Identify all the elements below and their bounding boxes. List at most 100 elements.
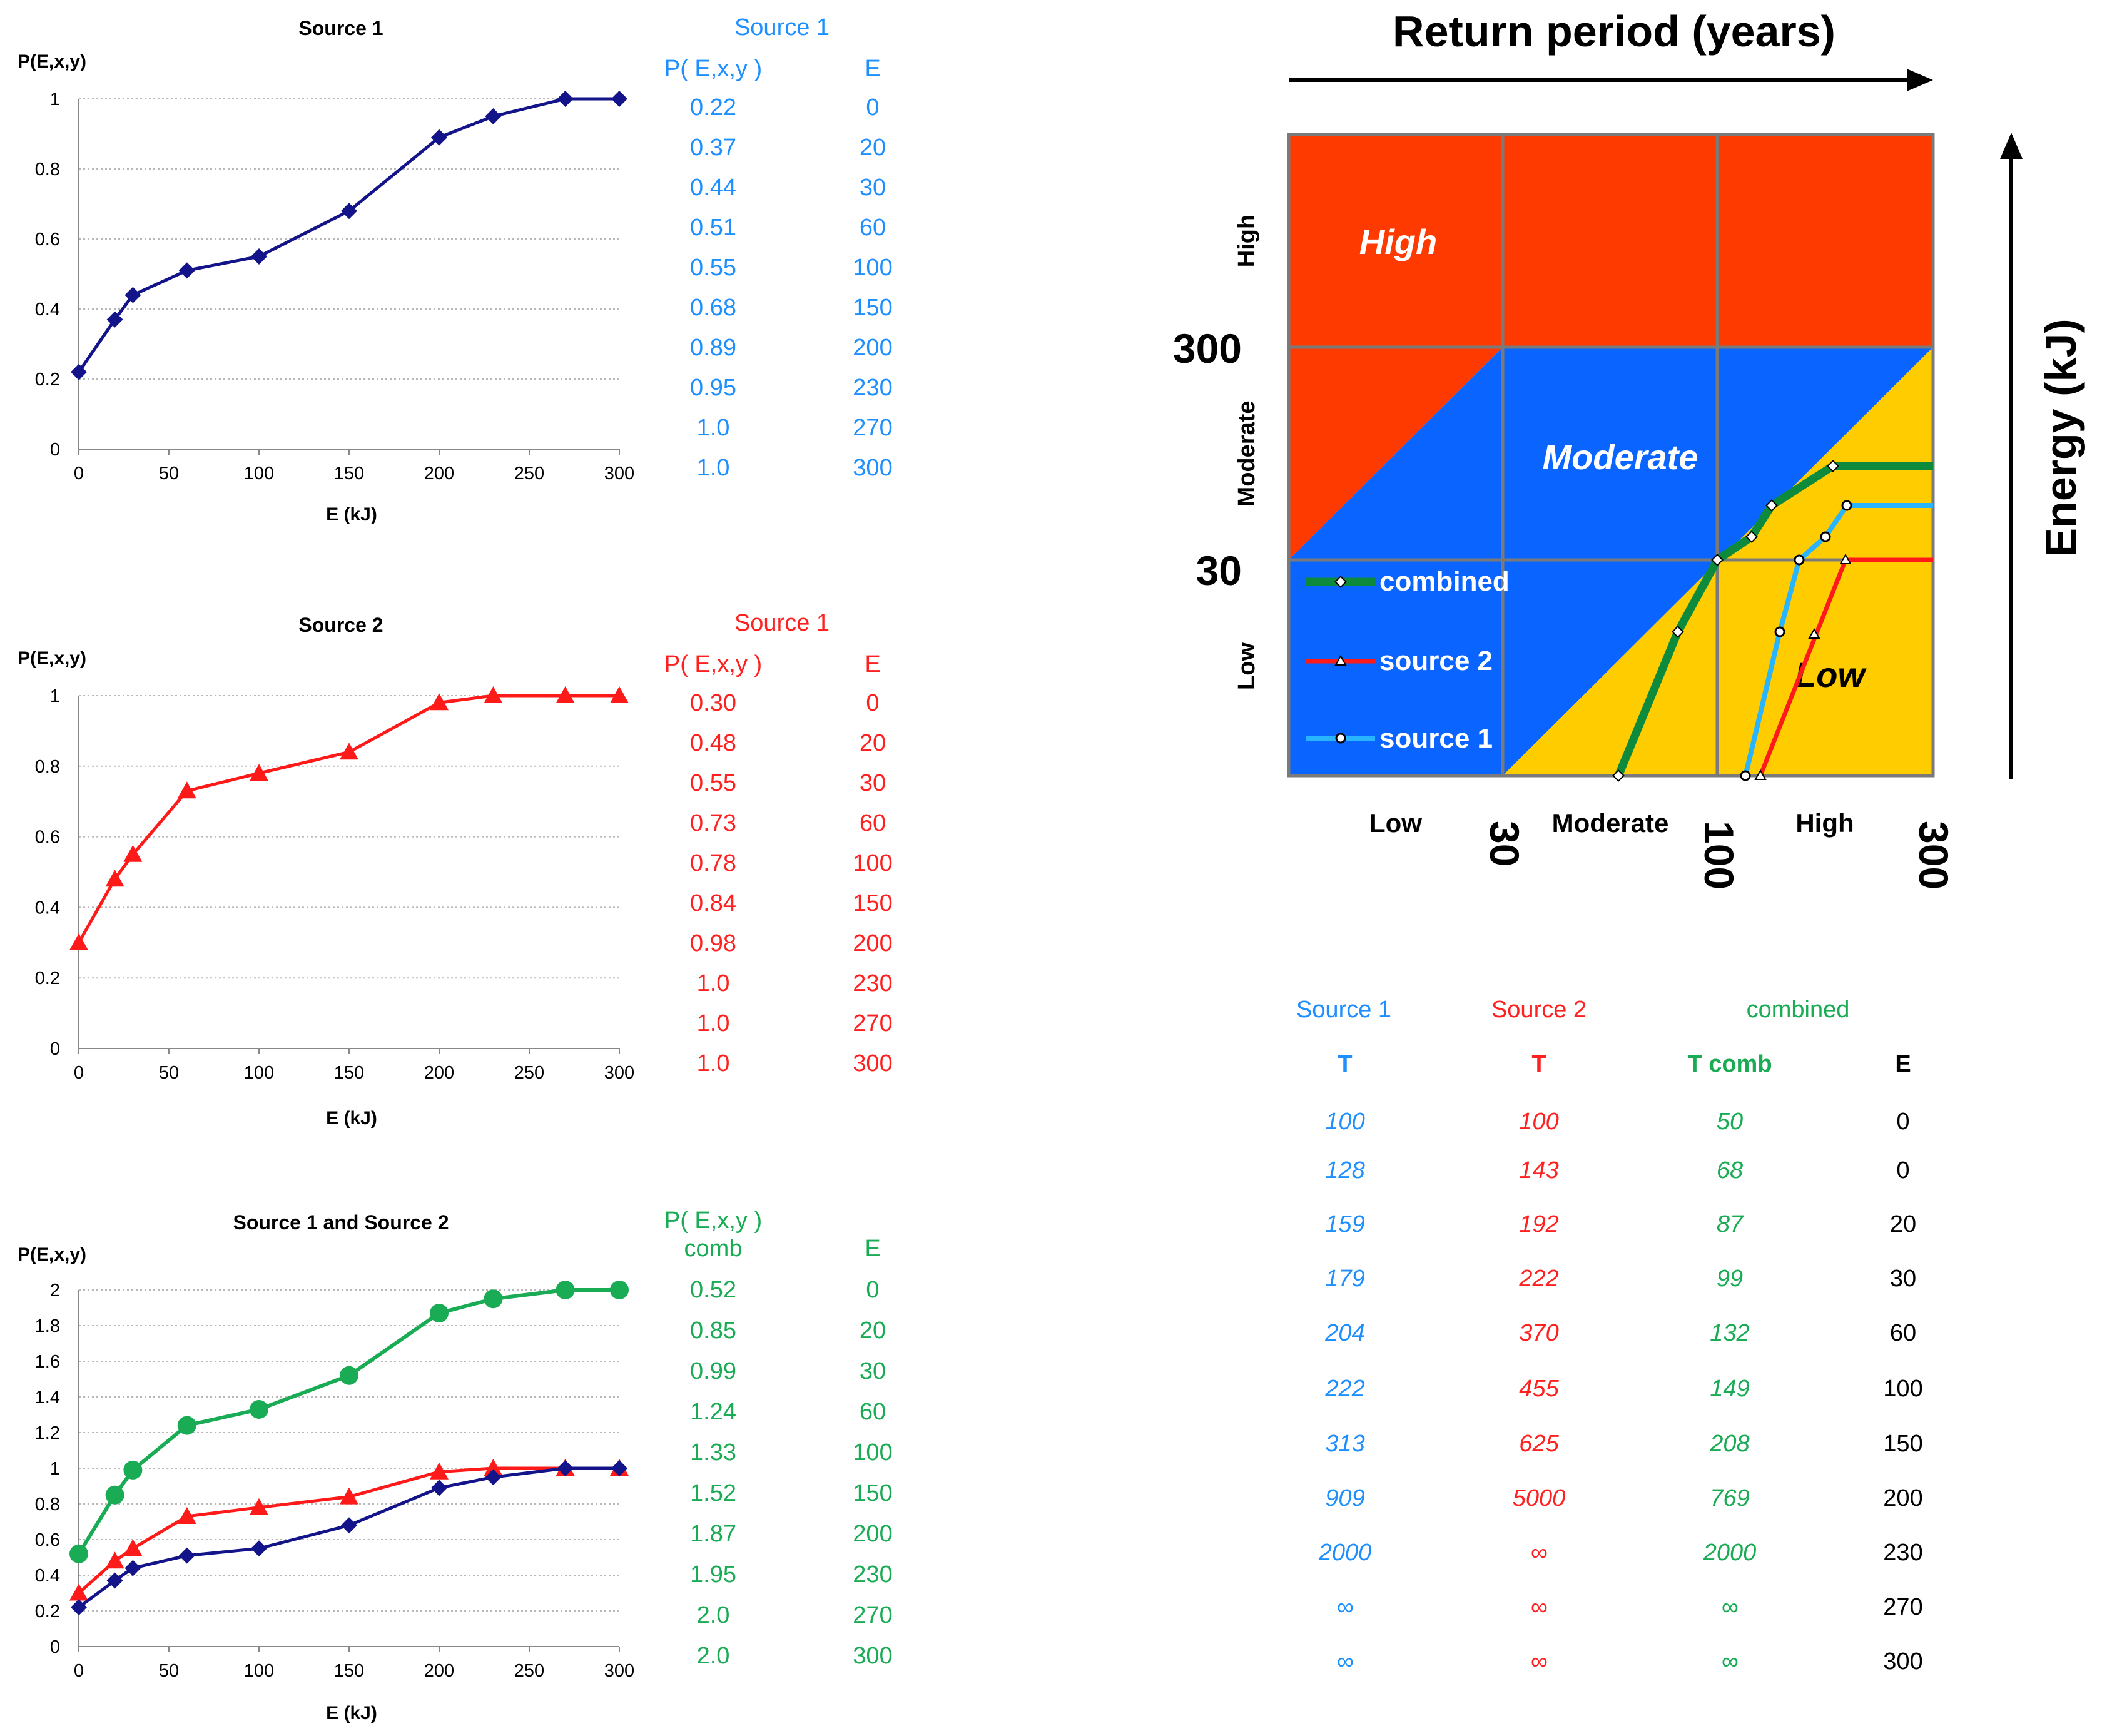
source-2-point [484,686,503,703]
cell-t-source-2: 625 [1519,1431,1559,1457]
source-2-markers [1754,553,1852,780]
y-tick-label: 0.6 [35,1530,60,1550]
table-cell-p: 1.33 [690,1439,736,1466]
cell-t-comb: 50 [1717,1109,1743,1135]
table-header-e: E [865,56,880,82]
x-tick-label: 200 [424,464,454,484]
table-cell-p: 2.0 [697,1602,730,1628]
table-cell-p: 1.0 [697,970,730,997]
source-1-point [431,1480,447,1496]
table-cell-e: 0 [866,1277,879,1303]
cell-t-source-2: 192 [1519,1211,1558,1237]
table-cell-e: 200 [853,1521,892,1547]
source-1-line [78,1466,619,1609]
table-cell-e: 230 [853,970,892,997]
cell-t-source-2: 455 [1519,1376,1559,1402]
source-1-point [251,1540,267,1557]
cell-t-comb: 769 [1710,1485,1749,1511]
y-tick-label: 1 [50,686,60,706]
combined-point [340,1366,358,1385]
combined-point [69,1544,88,1563]
table-cell-e: 60 [860,810,886,836]
table-cell-e: 20 [860,135,886,161]
table-header-e: E [865,1236,880,1262]
table-cell-e: 100 [853,850,892,876]
source-1-point [71,363,87,380]
source-2-point [69,933,88,950]
x-tick-label: 0 [74,464,84,484]
combined-point [250,1399,268,1419]
x-tick-label: 250 [514,1063,544,1083]
y-tick-label: 1 [50,1459,60,1479]
combined-point [484,1289,503,1309]
legend-combined: combined [1379,566,1510,597]
table-cell-p: 0.89 [690,335,736,361]
table-title-line2: comb [684,1236,743,1262]
cell-t-source-1: ∞ [1336,1648,1353,1675]
y-tick-label: 1 [50,89,60,109]
table-cell-p: 0.73 [690,810,736,836]
cell-t-source-2: ∞ [1530,1594,1547,1620]
source-1-point [431,129,447,146]
cell-t-comb: ∞ [1721,1648,1738,1675]
energy-arrow [2000,133,2023,779]
table-source-2: Source 1 P( E,x,y ) E 0.30 00.48 200.55 300… [664,610,893,1077]
table-source-1: Source 1 P( E,x,y ) E 0.22 00.37 200.44 300… [664,14,893,481]
y-tick-label: 0.6 [35,230,60,250]
y-tick-label: 0 [50,1637,60,1657]
combined-point [105,1485,124,1505]
chart-title: Source 1 [298,17,383,39]
return-period-arrow [1289,69,1933,91]
cell-t-comb: 99 [1717,1266,1743,1292]
source-1-point [124,287,141,303]
y-tick-label: 0.8 [35,757,60,777]
cell-t-source-2: 100 [1519,1109,1558,1135]
table-cell-p: 0.37 [690,135,736,161]
table-cell-e: 270 [853,1010,892,1037]
cell-t-comb: 2000 [1703,1540,1757,1566]
y-axis-label: P(E,x,y) [18,648,86,669]
y-tick-label: 0.4 [35,1566,60,1586]
table-cell-p: 1.24 [690,1399,736,1425]
table-cell-p: 0.51 [690,215,736,241]
source-2-point [250,1498,268,1515]
source-1-point [106,311,123,328]
table-cell-p: 0.68 [690,295,736,321]
table-cell-p: 2.0 [697,1643,730,1669]
cell-t-comb: ∞ [1721,1594,1738,1620]
cell-t-source-1: ∞ [1336,1594,1353,1620]
col-threshold-300: 300 [1911,821,1957,890]
table-cell-e: 0 [866,690,879,716]
x-tick-label: 100 [244,1661,274,1681]
matrix-legend: combined source 2 source 1 [1306,566,1510,754]
source-2-point [340,1487,358,1505]
combined-markers [1612,460,1839,782]
source-1-point [106,1572,123,1589]
cell-t-source-1: 2000 [1318,1540,1372,1566]
col-threshold-100: 100 [1696,821,1742,890]
cell-e: 200 [1883,1485,1922,1511]
table-cell-e: 100 [853,255,892,281]
table-cell-e: 60 [860,1399,886,1425]
table-cell-p: 0.44 [690,175,736,201]
y-axis-label: P(E,x,y) [18,51,86,72]
table-cell-p: 0.78 [690,850,736,876]
cell-t-comb: 87 [1717,1211,1744,1237]
table-cell-e: 100 [853,1439,892,1466]
cell-e: 270 [1883,1594,1922,1620]
cell-t-source-1: 222 [1324,1376,1364,1402]
source-2-point [484,1459,503,1476]
table-cell-e: 20 [860,1317,886,1344]
table-title: Source 1 [734,14,830,41]
source-1-point [485,1469,502,1486]
table-cell-p: 0.95 [690,375,736,401]
table-cell-e: 300 [853,1050,892,1077]
cell-e: 0 [1896,1109,1909,1135]
cell-e: 230 [1883,1540,1922,1566]
legend-source-2: source 2 [1379,646,1493,676]
y-tick-label: 0.2 [35,1601,60,1622]
table-cell-e: 30 [860,1358,886,1384]
table-cell-p: 0.55 [690,770,736,796]
x-axis-label: E (kJ) [326,1108,377,1129]
